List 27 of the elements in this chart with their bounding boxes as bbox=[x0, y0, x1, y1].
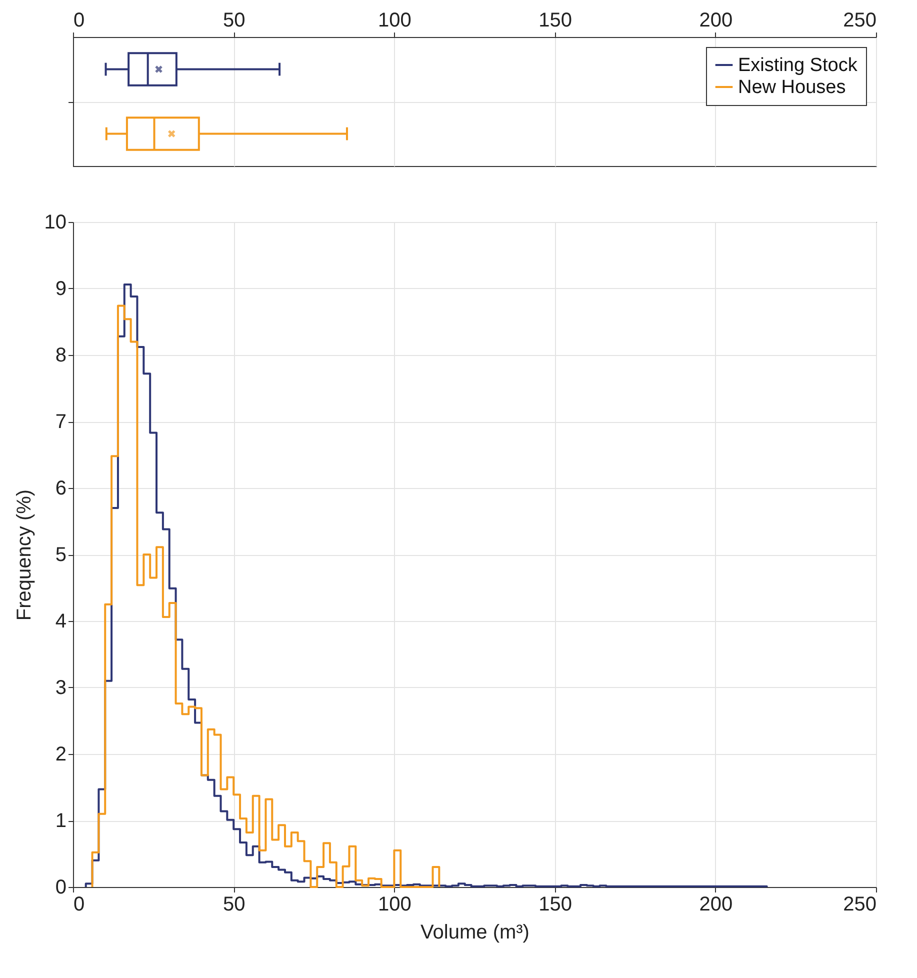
y-tick-label: 4 bbox=[55, 610, 66, 632]
x-tick-label: 250 bbox=[843, 10, 876, 32]
y-tick-label: 3 bbox=[55, 677, 66, 699]
y-tick-label: 8 bbox=[55, 344, 66, 366]
y-tick-label: 1 bbox=[55, 810, 66, 832]
x-tick-label: 100 bbox=[378, 894, 412, 916]
x-axis-title: Volume (m³) bbox=[420, 922, 530, 944]
y-tick-label: 0 bbox=[55, 876, 66, 898]
x-tick-label: 250 bbox=[843, 894, 876, 916]
x-tick-label: 200 bbox=[699, 10, 733, 32]
y-tick-label: 5 bbox=[55, 544, 66, 566]
x-tick-label: 150 bbox=[538, 10, 572, 32]
x-tick-label: 50 bbox=[222, 894, 246, 916]
x-tick-label: 0 bbox=[74, 10, 85, 32]
y-tick-label: 10 bbox=[44, 212, 66, 234]
y-axis-title: Frequency (%) bbox=[13, 489, 36, 621]
x-tick-label: 200 bbox=[699, 894, 733, 916]
y-tick-label: 7 bbox=[55, 411, 66, 433]
legend-label: Existing Stock bbox=[738, 55, 858, 76]
x-tick-label: 50 bbox=[222, 10, 246, 32]
x-tick-label: 100 bbox=[378, 10, 412, 32]
legend-label: New Houses bbox=[738, 77, 846, 98]
x-tick-label: 150 bbox=[538, 894, 572, 916]
x-tick-label: 0 bbox=[74, 894, 85, 916]
y-tick-label: 9 bbox=[55, 278, 66, 300]
y-tick-label: 2 bbox=[55, 744, 66, 766]
y-tick-label: 6 bbox=[55, 478, 66, 500]
